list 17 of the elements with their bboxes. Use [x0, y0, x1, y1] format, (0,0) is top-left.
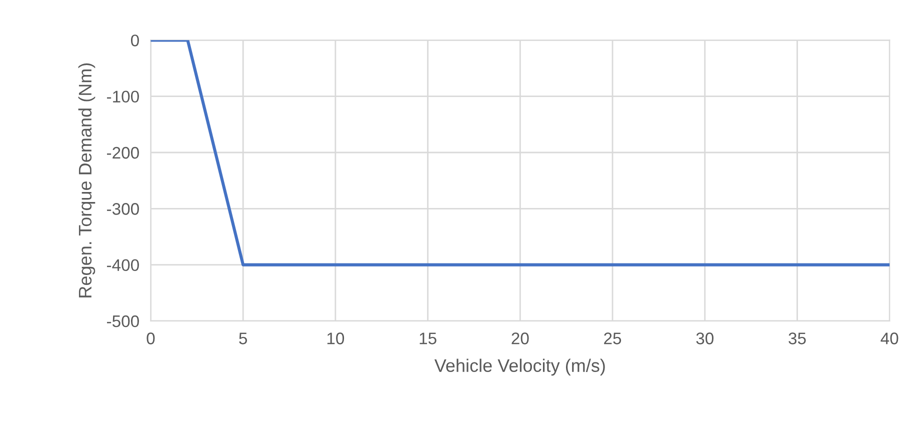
y-tick-label: -100 — [106, 90, 139, 103]
y-tick-label: -500 — [106, 315, 139, 328]
y-tick-label: -200 — [106, 146, 139, 159]
x-tick-label: 10 — [327, 332, 344, 344]
y-tick-label: -300 — [106, 203, 139, 215]
x-tick-label: 15 — [420, 332, 436, 344]
x-tick-label: 40 — [880, 332, 898, 344]
x-tick-label: 5 — [239, 332, 248, 344]
y-tick-label: -400 — [106, 259, 139, 272]
x-tick-label: 30 — [696, 332, 714, 344]
x-tick-label: 25 — [604, 332, 622, 344]
y-axis-title: Regen. Torque Demand (Nm) — [78, 63, 96, 298]
x-tick-label: 35 — [788, 332, 806, 344]
x-tick-label: 20 — [512, 332, 529, 344]
x-axis-title: Vehicle Velocity (m/s) — [434, 358, 605, 376]
y-tick-label: 0 — [130, 34, 139, 46]
x-tick-label: 0 — [146, 332, 155, 344]
